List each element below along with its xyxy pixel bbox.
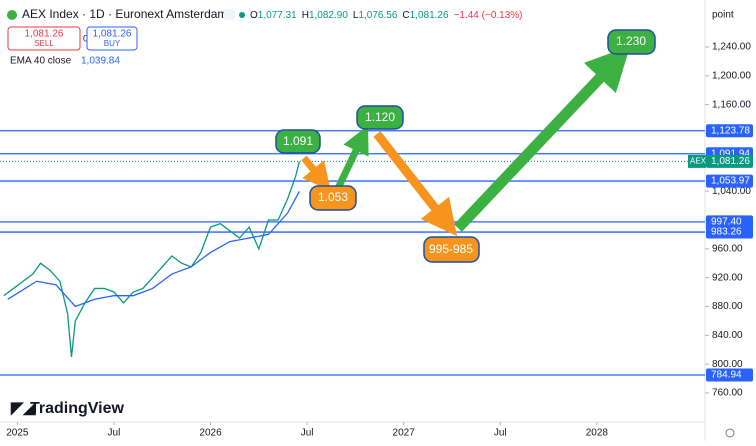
- ohlc-key: H: [302, 10, 309, 21]
- level-label: 784.94: [711, 370, 742, 381]
- ohlc-value: 1,081.26: [410, 10, 449, 21]
- symbol-tag: [688, 154, 706, 168]
- level-label: 997.40: [711, 216, 742, 227]
- arrow: [454, 46, 631, 232]
- ohlc-key: L: [353, 10, 359, 21]
- callout: [423, 236, 480, 263]
- indicator-name: EMA 40 close: [10, 56, 72, 67]
- last-price-label: 1,081.26: [711, 156, 750, 167]
- callout-text: 995-985: [429, 242, 473, 256]
- callout-text: 1.230: [616, 34, 646, 48]
- arrow: [301, 155, 331, 191]
- callout: [356, 105, 404, 130]
- brand: TradingView: [30, 400, 125, 417]
- sell-button[interactable]: [7, 26, 81, 51]
- callout: [309, 185, 357, 211]
- icon: [239, 12, 245, 18]
- title: AEX Index · 1D · Euronext Amsterdam: [22, 7, 227, 21]
- buy-button[interactable]: [86, 26, 138, 51]
- axis-unit: point: [712, 10, 734, 21]
- callout-text: 1.120: [365, 110, 395, 124]
- y-tick-label: 1,040.00: [712, 186, 751, 197]
- x-tick-label: Jul: [301, 428, 314, 439]
- callout-text: 1.053: [318, 190, 348, 204]
- ohlc-key: O: [250, 10, 258, 21]
- level-label: 1,091.94: [711, 148, 750, 159]
- y-tick-label: 800.00: [712, 359, 743, 370]
- level-tag: [706, 225, 753, 239]
- callout: [275, 129, 321, 154]
- icon: [224, 9, 235, 20]
- y-tick-label: 760.00: [712, 388, 743, 399]
- sell-price: 1,081.26: [25, 29, 64, 40]
- level-tag: [706, 368, 753, 382]
- x-tick-label: Jul: [108, 428, 121, 439]
- settings-icon[interactable]: [725, 428, 735, 438]
- sell-label: SELL: [34, 39, 54, 48]
- y-tick-label: 960.00: [712, 243, 743, 254]
- callout: [607, 29, 656, 55]
- x-tick-label: 2028: [586, 428, 609, 439]
- ohlc-value: 1,082.90: [309, 10, 348, 21]
- last-price-tag: [706, 154, 753, 168]
- buy-label: BUY: [104, 39, 121, 48]
- x-tick-label: Jul: [494, 428, 507, 439]
- y-tick-label: 1,240.00: [712, 42, 751, 53]
- ohlc-value: 1,076.56: [358, 10, 397, 21]
- series-line: [3, 161, 301, 358]
- indicator-value: 1,039.84: [81, 56, 120, 67]
- brand-logo: ◤◢: [10, 400, 36, 417]
- level-tag: [706, 174, 753, 188]
- y-tick-label: 840.00: [712, 330, 743, 341]
- x-tick-label: 2026: [199, 428, 222, 439]
- y-tick-label: 920.00: [712, 272, 743, 283]
- level-tag: [706, 124, 753, 138]
- buy-price: 1,081.26: [93, 29, 132, 40]
- x-tick-label: 2027: [393, 428, 416, 439]
- ohlc-key: C: [402, 10, 409, 21]
- ohlc: O1,077.31 H1,082.90 L1,076.56 C1,081.26 −1.4…: [250, 10, 523, 21]
- arrow: [373, 131, 458, 237]
- y-tick-label: 1,160.00: [712, 99, 751, 110]
- symbol-label: AEX: [690, 157, 707, 166]
- level-tag: [706, 215, 753, 229]
- change: −1.44 (−0.13%): [454, 10, 523, 21]
- level-label: 983.26: [711, 227, 742, 238]
- header: AEX Index · 1D · Euronext Amsterdam O1,0…: [7, 7, 734, 67]
- callouts: 1.091 1.053 1.120 995-985 1.230: [275, 29, 656, 263]
- x-tick-label: 2025: [6, 428, 29, 439]
- symbol-logo: [7, 10, 17, 20]
- callout-text: 1.091: [283, 134, 313, 148]
- y-tick-label: 880.00: [712, 301, 743, 312]
- series-line: [7, 190, 300, 308]
- y-tick-label: 1,200.00: [712, 70, 751, 81]
- level-label: 1,123.78: [711, 125, 750, 136]
- ohlc-value: 1,077.31: [258, 10, 297, 21]
- level-label: 1,053.97: [711, 176, 750, 187]
